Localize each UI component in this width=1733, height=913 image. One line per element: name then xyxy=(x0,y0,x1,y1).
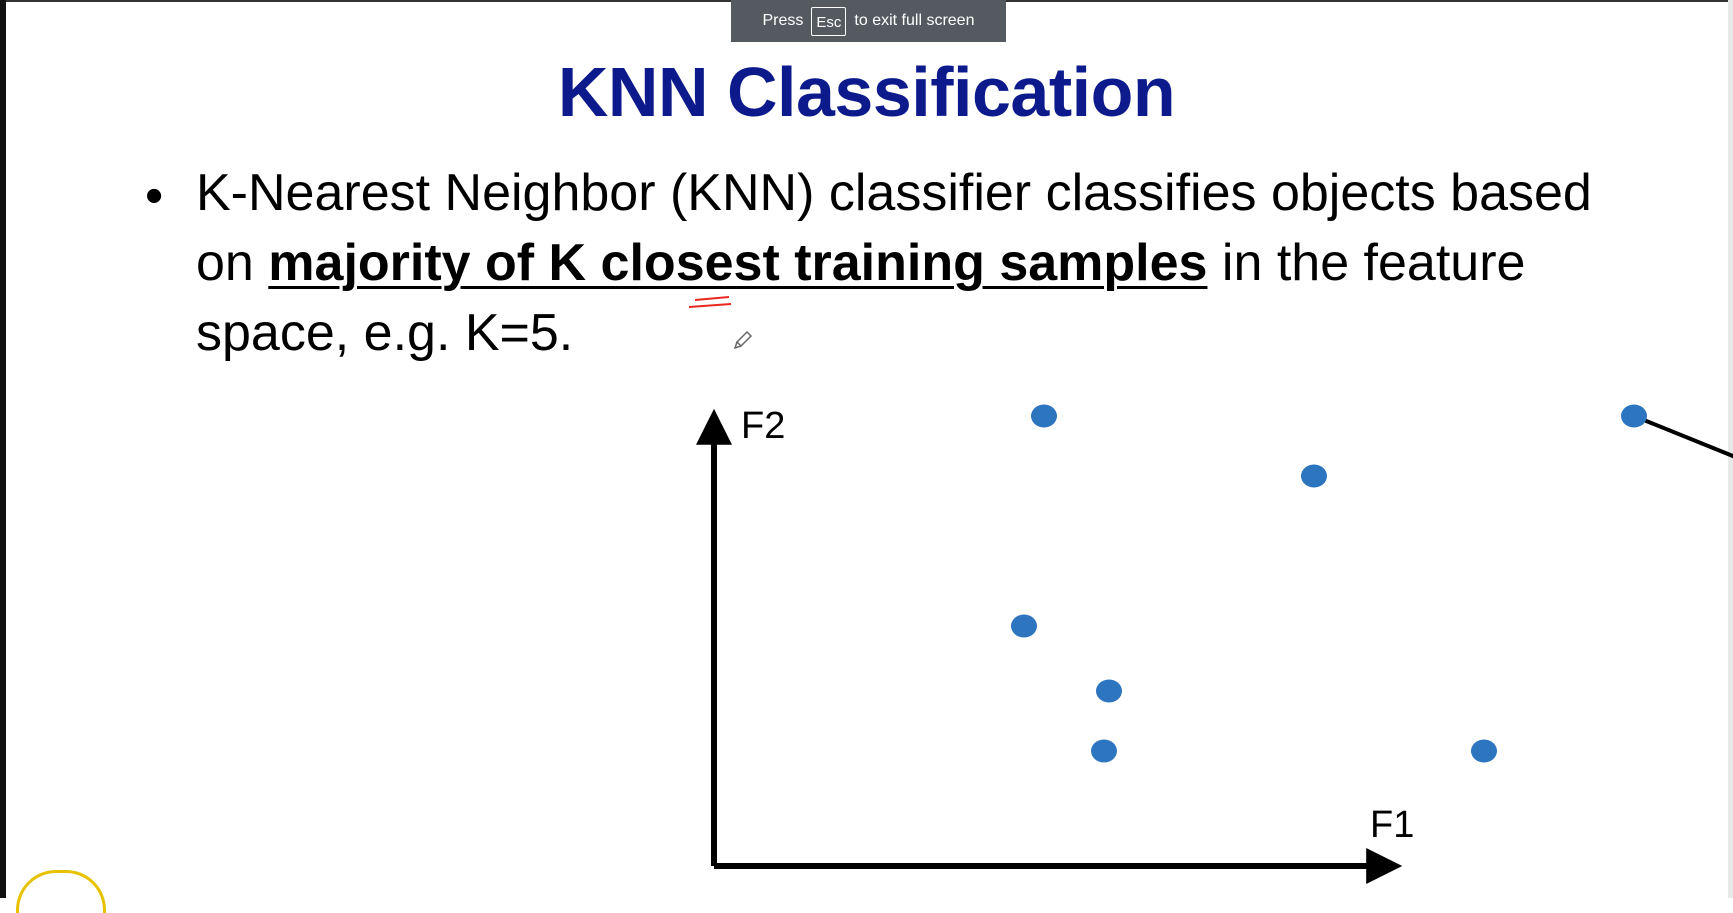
circle-point xyxy=(1621,404,1647,428)
circle-point xyxy=(1471,739,1497,763)
x-axis-label: F1 xyxy=(1370,804,1414,846)
body-text-part1: K-Nearest Neighbor (KNN) classifier clas… xyxy=(196,164,1592,292)
screen-right-edge xyxy=(1728,0,1733,898)
bullet-icon: • xyxy=(145,167,164,225)
circle-point xyxy=(1031,404,1057,428)
screen-left-edge xyxy=(0,0,6,898)
points-layer xyxy=(1011,404,1647,763)
circle-point xyxy=(1011,614,1037,638)
y-axis-label: F2 xyxy=(741,405,785,447)
esc-key-label[interactable]: Esc xyxy=(811,6,847,36)
circle-point xyxy=(1301,464,1327,488)
body-text-part2: in the feature space, e.g. K=5. xyxy=(196,234,1526,362)
slide-body-text: K-Nearest Neighbor (KNN) classifier clas… xyxy=(196,158,1616,368)
banner-press-text: Press xyxy=(762,12,804,29)
fullscreen-exit-banner: Press Esc to exit full screen xyxy=(731,0,1006,42)
body-text-emphasis: majority of K closest training samples xyxy=(268,234,1208,292)
slide-title: KNN Classification xyxy=(557,53,1176,131)
circle-point xyxy=(1096,679,1122,703)
banner-rest-text: to exit full screen xyxy=(854,12,975,29)
neighbor-lines xyxy=(1633,414,1733,459)
pen-annotation xyxy=(688,296,753,350)
circle-point xyxy=(1091,739,1117,763)
neighbor-line xyxy=(1633,414,1733,459)
pen-cursor-icon xyxy=(733,330,753,350)
